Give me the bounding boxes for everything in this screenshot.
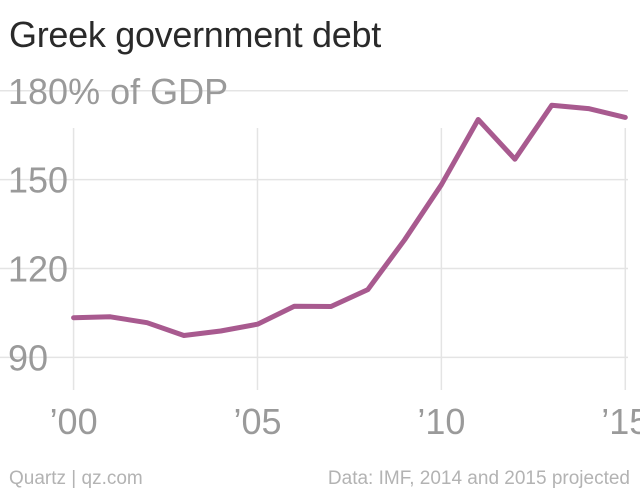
footer-credit: Quartz | qz.com (9, 468, 143, 489)
x-axis-tick-labels: ’00 ’05 ’10 ’15 (50, 401, 640, 442)
data-point-2003 (181, 333, 187, 338)
y-tick-label-150: 150 (8, 160, 68, 201)
x-tick-label-2010: ’10 (417, 401, 465, 442)
y-axis-tick-labels: 90 120 150 180% of GDP (8, 71, 228, 379)
data-point-2013 (549, 103, 554, 108)
data-point-2011 (476, 117, 481, 122)
data-point-2010 (439, 182, 444, 187)
data-point-2002 (144, 320, 150, 325)
data-point-2006 (292, 304, 297, 309)
chart-title: Greek government debt (9, 14, 381, 55)
y-tick-label-120: 120 (8, 249, 68, 290)
x-tick-label-2015: ’15 (601, 401, 640, 442)
data-point-2009 (402, 237, 407, 242)
y-tick-label-180: 180% of GDP (8, 71, 228, 112)
series-line-0 (71, 102, 628, 338)
y-tick-label-90: 90 (8, 337, 48, 378)
data-point-2000 (71, 315, 76, 320)
data-point-2005 (255, 322, 260, 327)
data-point-2007 (328, 304, 334, 309)
data-point-2012 (512, 157, 518, 162)
data-point-2004 (218, 328, 223, 334)
x-tick-label-2005: ’05 (233, 401, 281, 442)
data-point-2014 (586, 106, 591, 111)
data-point-2015 (623, 115, 628, 120)
grid-layer (0, 90, 628, 390)
data-point-2008 (365, 287, 370, 292)
series-layer (71, 102, 628, 338)
footer-source: Data: IMF, 2014 and 2015 projected (327, 468, 630, 489)
data-point-2001 (108, 314, 113, 319)
x-tick-label-2000: ’00 (50, 401, 98, 442)
